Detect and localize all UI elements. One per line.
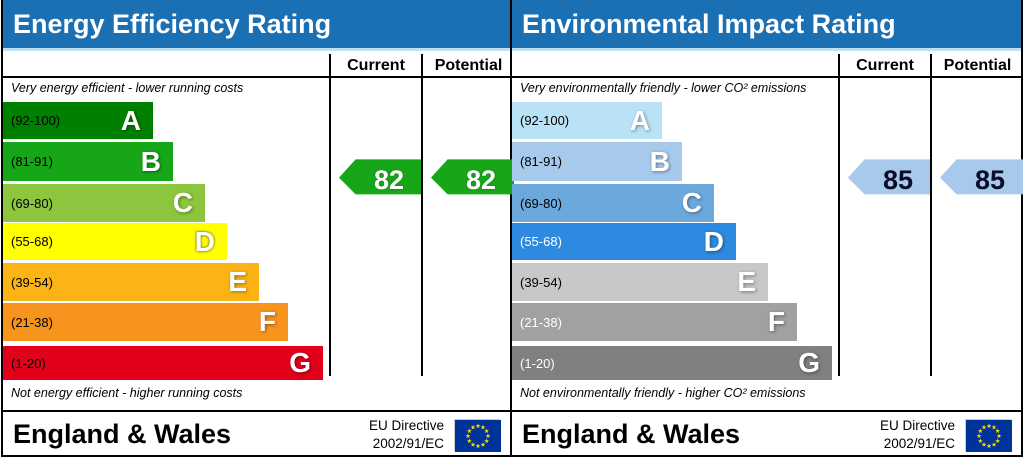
svg-text:85: 85: [975, 165, 1005, 195]
svg-text:82: 82: [466, 165, 496, 195]
svg-text:85: 85: [883, 165, 913, 195]
svg-text:82: 82: [374, 165, 404, 195]
